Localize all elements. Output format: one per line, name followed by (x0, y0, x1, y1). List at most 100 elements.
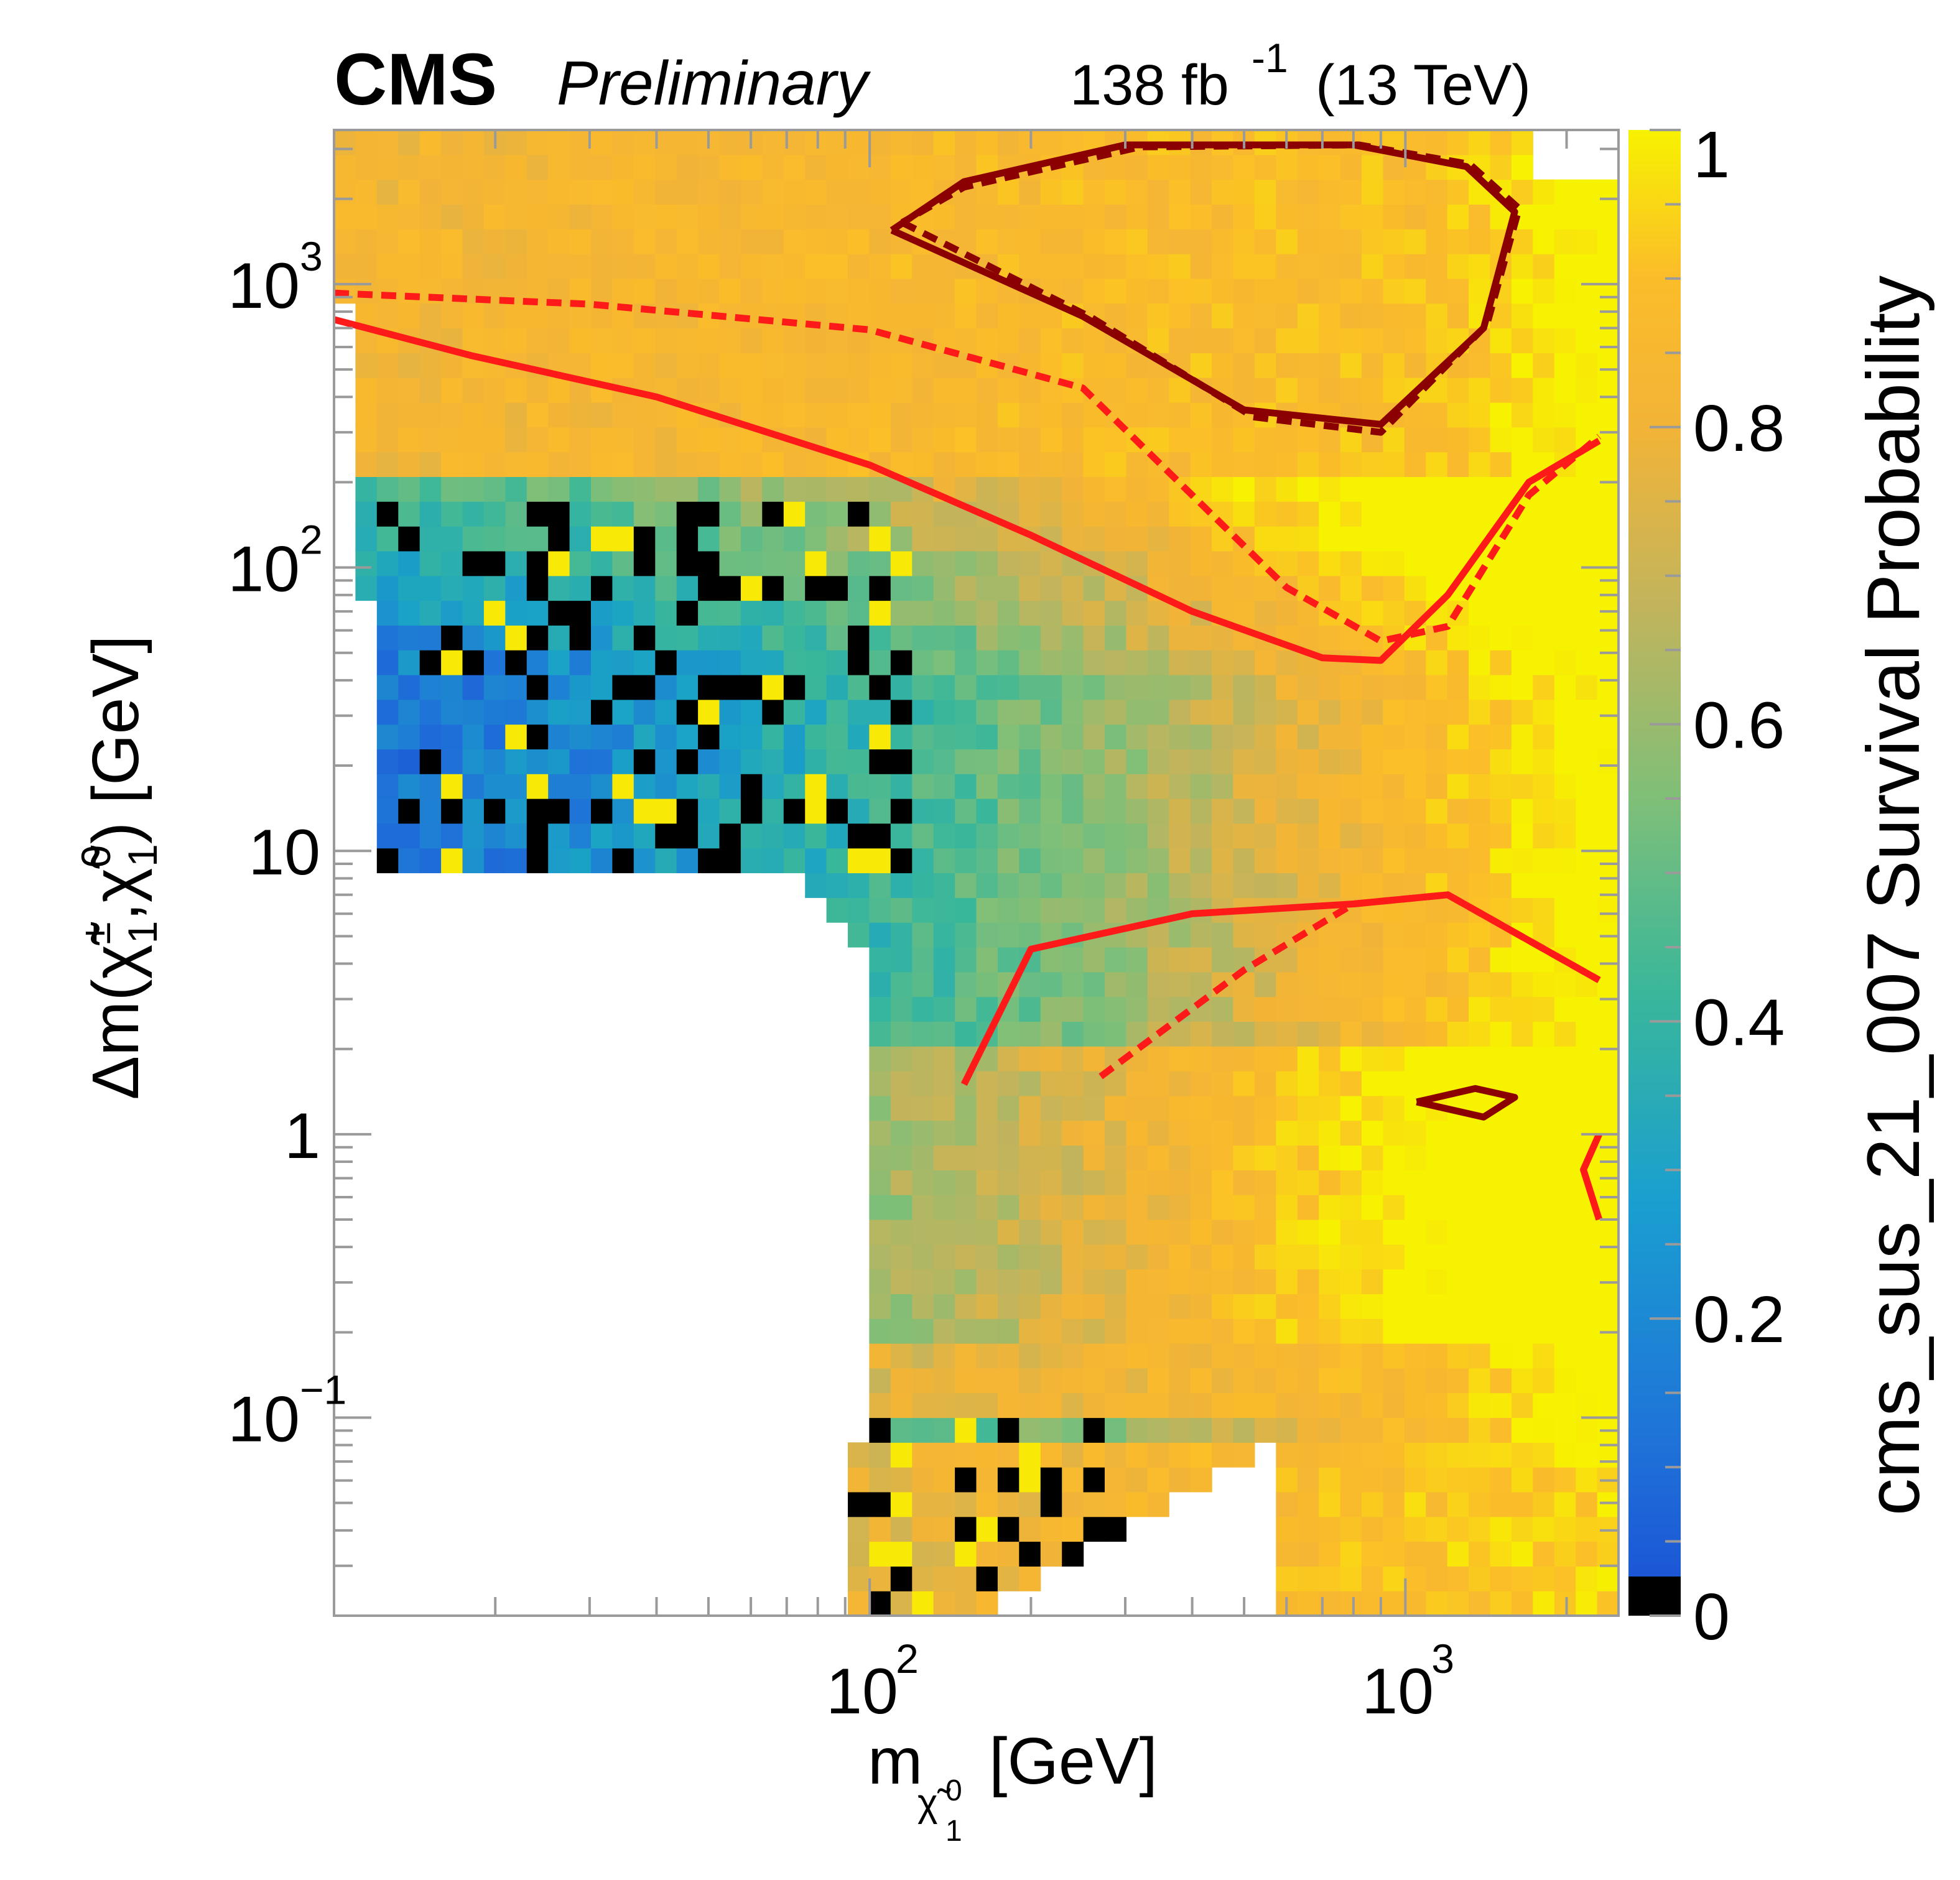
heatmap-cell (869, 799, 891, 824)
heatmap-cell (1554, 724, 1576, 749)
heatmap-cell (1490, 427, 1512, 453)
heatmap-cell (1233, 922, 1255, 948)
heatmap-cell (505, 427, 527, 453)
heatmap-cell (1062, 1343, 1084, 1369)
heatmap-cell (1469, 1491, 1491, 1517)
heatmap-cell (1362, 823, 1383, 849)
heatmap-cell (1040, 1046, 1062, 1072)
heatmap-cell (890, 1244, 913, 1270)
heatmap-cell (1533, 1541, 1555, 1567)
heatmap-cell (698, 154, 720, 180)
heatmap-cell (1383, 328, 1405, 353)
heatmap-cell (376, 823, 399, 849)
heatmap-cell (1319, 1343, 1341, 1369)
heatmap-cell (1212, 699, 1234, 725)
heatmap-cell (1319, 377, 1341, 403)
heatmap-cell (976, 675, 998, 700)
heatmap-cell (1554, 1071, 1576, 1096)
heatmap-cell (1404, 1195, 1426, 1220)
heatmap-cell (869, 179, 891, 205)
heatmap-cell (1126, 1318, 1148, 1344)
heatmap-cell (1126, 501, 1148, 527)
heatmap-cell (1404, 1219, 1426, 1245)
heatmap-cell (1019, 1170, 1041, 1195)
heatmap-cell (783, 451, 806, 477)
heatmap-cell (1276, 526, 1298, 552)
heatmap-cell (997, 427, 1019, 453)
heatmap-cell (783, 154, 806, 180)
heatmap-cell (1597, 451, 1619, 477)
heatmap-cell (1404, 1368, 1426, 1394)
heatmap-cell (548, 774, 570, 799)
heatmap-cell (355, 204, 378, 229)
heatmap-cell (1083, 823, 1105, 849)
heatmap-cell (526, 377, 549, 403)
heatmap-cell (569, 179, 592, 205)
heatmap-cell (1404, 1417, 1426, 1443)
heatmap-cell (1062, 1170, 1084, 1195)
heatmap-cell (1169, 873, 1191, 898)
heatmap-cell (1511, 229, 1533, 254)
heatmap-cell (1490, 1046, 1512, 1072)
heatmap-cell (1126, 353, 1148, 378)
heatmap-cell (1447, 1195, 1469, 1220)
heatmap-cell (826, 724, 848, 749)
heatmap-cell (783, 749, 806, 774)
heatmap-cell (1469, 1467, 1491, 1493)
heatmap-cell (1297, 1566, 1319, 1591)
heatmap-cell (505, 501, 527, 527)
heatmap-cell (1212, 204, 1234, 229)
heatmap-cell (1147, 774, 1169, 799)
heatmap-cell (1490, 1195, 1512, 1220)
heatmap-cell (1147, 1244, 1169, 1270)
heatmap-cell (1319, 575, 1341, 601)
heatmap-cell (1105, 1392, 1126, 1419)
heatmap-cell (1576, 1516, 1598, 1542)
heatmap-cell (1126, 451, 1148, 477)
heatmap-cell (805, 501, 827, 527)
heatmap-cell (1019, 774, 1041, 799)
heatmap-cell (1062, 1368, 1084, 1394)
heatmap-cell (612, 451, 634, 477)
y-tick-label-exponent: −1 (300, 1367, 346, 1413)
heatmap-cell (1554, 1269, 1576, 1294)
heatmap-cell (1426, 1541, 1448, 1567)
heatmap-cell (805, 278, 827, 304)
heatmap-cell (1212, 303, 1234, 329)
heatmap-cell (762, 600, 784, 626)
heatmap-cell (676, 526, 699, 552)
heatmap-cell (1254, 303, 1276, 329)
heatmap-cell (1019, 897, 1041, 923)
heatmap-cell (1190, 799, 1212, 824)
heatmap-cell (1147, 1269, 1169, 1294)
heatmap-cell (1062, 501, 1084, 527)
heatmap-cell (655, 774, 677, 799)
heatmap-cell (1105, 971, 1126, 998)
heatmap-cell (997, 1343, 1019, 1369)
heatmap-cell (762, 799, 784, 824)
heatmap-cell (1533, 1591, 1555, 1616)
heatmap-cell (1576, 625, 1598, 651)
heatmap-cell (1362, 278, 1383, 304)
heatmap-cell (1062, 1021, 1084, 1047)
y-tick-label: 10 (248, 817, 320, 889)
heatmap-cell (1276, 501, 1298, 527)
heatmap-cell (1233, 1195, 1255, 1220)
heatmap-cell (1490, 699, 1512, 725)
heatmap-cell (1533, 550, 1555, 577)
heatmap-cell (912, 1071, 934, 1096)
heatmap-cell (612, 675, 634, 700)
heatmap-cell (1233, 1294, 1255, 1319)
heatmap-cell (1340, 873, 1362, 898)
heatmap-cell (1533, 353, 1555, 378)
heatmap-cell (912, 427, 934, 453)
heatmap-cell (1212, 328, 1234, 353)
heatmap-cell (1319, 179, 1341, 205)
heatmap-cell (890, 1541, 913, 1567)
heatmap-cell (612, 328, 634, 353)
y-tick-label: 1 (284, 1100, 320, 1172)
heatmap-cell (955, 328, 977, 353)
heatmap-cell (1340, 724, 1362, 749)
heatmap-cell (1126, 1294, 1148, 1319)
heatmap-cell (569, 774, 592, 799)
